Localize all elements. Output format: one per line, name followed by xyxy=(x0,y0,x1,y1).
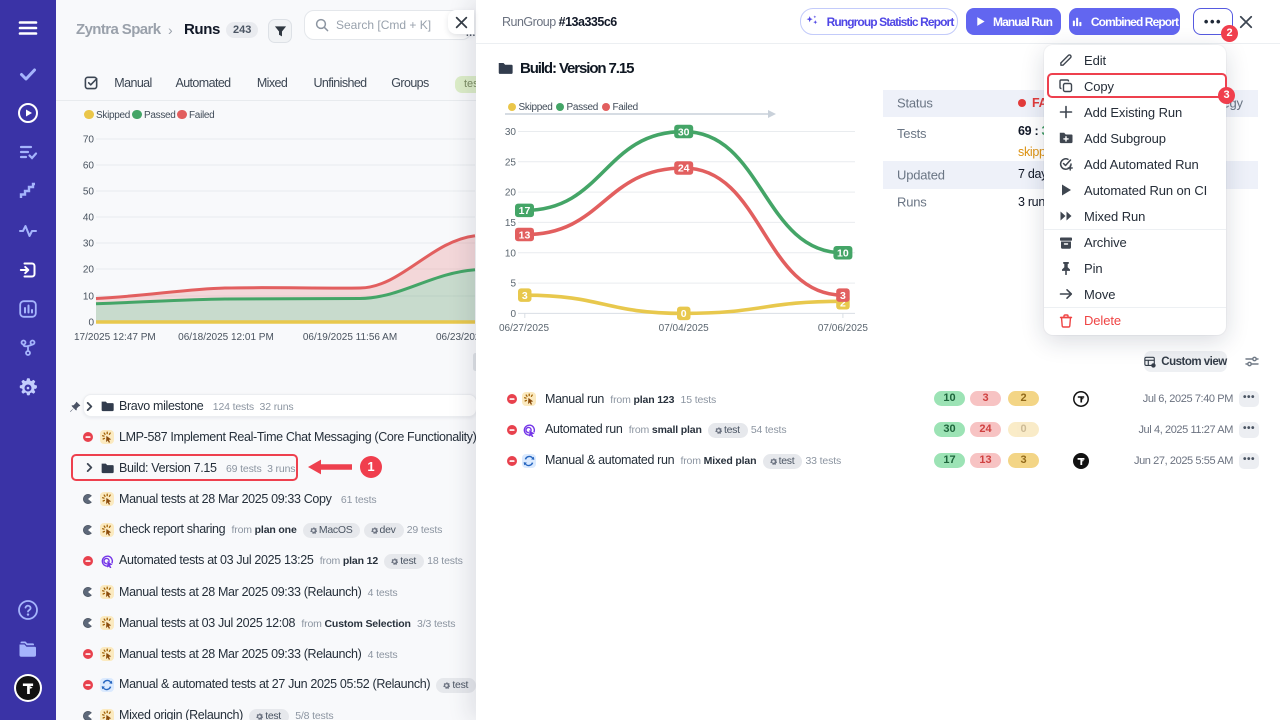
svg-text:13: 13 xyxy=(519,229,531,241)
svg-text:17/2025 12:47 PM: 17/2025 12:47 PM xyxy=(74,332,156,343)
svg-text:06/19/2025 11:56 AM: 06/19/2025 11:56 AM xyxy=(303,332,397,343)
svg-text:3: 3 xyxy=(522,290,528,302)
svg-text:10: 10 xyxy=(837,248,849,260)
svg-text:20: 20 xyxy=(505,188,517,199)
svg-text:2: 2 xyxy=(840,298,846,310)
svg-text:25: 25 xyxy=(505,157,517,168)
svg-text:24: 24 xyxy=(678,163,690,175)
svg-text:30: 30 xyxy=(83,239,95,250)
svg-text:15: 15 xyxy=(505,218,517,229)
svg-text:10: 10 xyxy=(505,248,517,259)
svg-text:30: 30 xyxy=(678,126,690,138)
svg-text:06/23/202: 06/23/202 xyxy=(436,332,476,343)
svg-text:0: 0 xyxy=(510,309,516,320)
svg-text:70: 70 xyxy=(83,135,95,146)
svg-text:50: 50 xyxy=(83,187,95,198)
svg-text:5: 5 xyxy=(510,279,516,290)
svg-text:10: 10 xyxy=(83,292,95,303)
svg-text:30: 30 xyxy=(505,127,517,138)
svg-text:40: 40 xyxy=(83,213,95,224)
svg-text:0: 0 xyxy=(88,318,94,329)
svg-text:06/18/2025 12:01 PM: 06/18/2025 12:01 PM xyxy=(178,332,274,343)
svg-text:07/06/2025: 07/06/2025 xyxy=(818,323,868,334)
svg-text:17: 17 xyxy=(519,205,531,217)
svg-text:0: 0 xyxy=(681,308,687,320)
svg-text:60: 60 xyxy=(83,161,95,172)
svg-text:20: 20 xyxy=(83,265,95,276)
svg-text:07/04/2025: 07/04/2025 xyxy=(659,323,709,334)
svg-text:06/27/2025: 06/27/2025 xyxy=(499,323,549,334)
svg-text:3: 3 xyxy=(840,290,846,302)
